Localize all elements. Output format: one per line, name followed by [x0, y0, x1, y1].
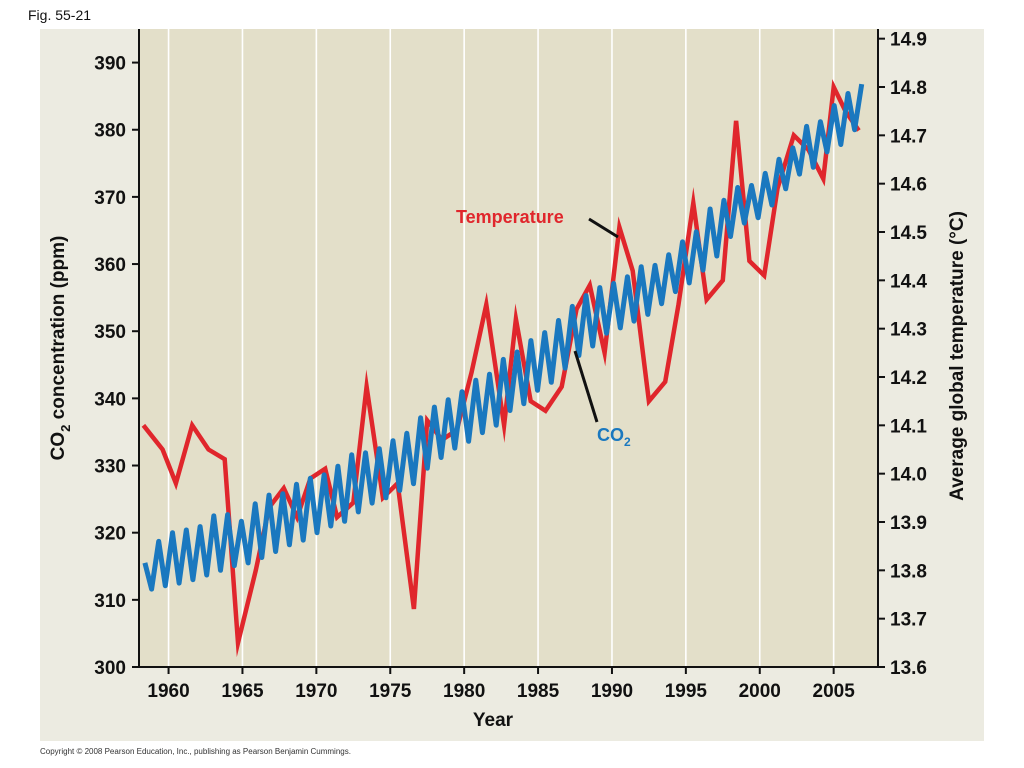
left-tick-label-330: 330 [94, 457, 126, 478]
right-tick-label-13.9: 13.9 [890, 513, 927, 534]
figure-label: Fig. 55-21 [28, 7, 92, 23]
co2-temperature-chart: 1960 1965 1970 1975 1980 1985 1990 1995 2000 2005… [48, 29, 968, 731]
left-tick-label-350: 350 [94, 322, 126, 343]
co2-line [142, 83, 865, 592]
x-tick-label-1990: 1990 [591, 681, 633, 702]
right-tick-label-14.0: 14.0 [890, 465, 927, 486]
x-tick-label-2000: 2000 [739, 681, 781, 702]
x-axis-title: Year [473, 710, 514, 731]
x-tick-label-1970: 1970 [295, 681, 337, 702]
left-tick-label-300: 300 [94, 658, 126, 679]
left-tick-label-370: 370 [94, 188, 126, 209]
right-tick-label-13.6: 13.6 [890, 658, 927, 679]
temperature-pointer [588, 217, 619, 239]
left-tick-label-380: 380 [94, 121, 126, 142]
right-axis-title: Average global temperature (°C) [947, 211, 968, 501]
plot-background [139, 29, 878, 667]
x-tick-label-1985: 1985 [517, 681, 560, 702]
x-tick-label-2005: 2005 [813, 681, 856, 702]
left-tick-label-390: 390 [94, 54, 126, 75]
co2-pointer [573, 350, 599, 423]
right-tick-label-14.5: 14.5 [890, 223, 927, 244]
right-tick-label-13.8: 13.8 [890, 561, 927, 582]
left-tick-label-310: 310 [94, 591, 126, 612]
copyright-notice: Copyright © 2008 Pearson Education, Inc.… [40, 747, 351, 756]
axes: 1960 1965 1970 1975 1980 1985 1990 1995 2000 2005… [94, 29, 927, 702]
left-axis-title: CO2 concentration (ppm) [48, 236, 73, 461]
right-tick-label-14.2: 14.2 [890, 368, 927, 389]
right-tick-label-14.8: 14.8 [890, 78, 927, 99]
right-tick-label-14.1: 14.1 [890, 416, 927, 437]
left-tick-label-320: 320 [94, 524, 126, 545]
right-tick-label-14.6: 14.6 [890, 175, 927, 196]
x-tick-label-1965: 1965 [221, 681, 264, 702]
right-tick-label-14.3: 14.3 [890, 320, 927, 341]
temperature-label: Temperature [456, 207, 564, 227]
right-tick-label-14.9: 14.9 [890, 30, 927, 51]
left-tick-label-360: 360 [94, 255, 126, 276]
right-tick-label-14.7: 14.7 [890, 126, 927, 147]
x-tick-label-1980: 1980 [443, 681, 485, 702]
right-tick-label-14.4: 14.4 [890, 271, 927, 292]
series-layer [141, 79, 865, 658]
co2-label: CO2 [597, 425, 631, 449]
x-tick-label-1995: 1995 [665, 681, 708, 702]
right-tick-label-13.7: 13.7 [890, 610, 927, 631]
chart-panel: 1960 1965 1970 1975 1980 1985 1990 1995 2000 2005… [40, 29, 984, 741]
x-tick-label-1975: 1975 [369, 681, 412, 702]
x-tick-label-1960: 1960 [147, 681, 189, 702]
gridlines [167, 29, 835, 667]
left-tick-label-340: 340 [94, 389, 126, 410]
